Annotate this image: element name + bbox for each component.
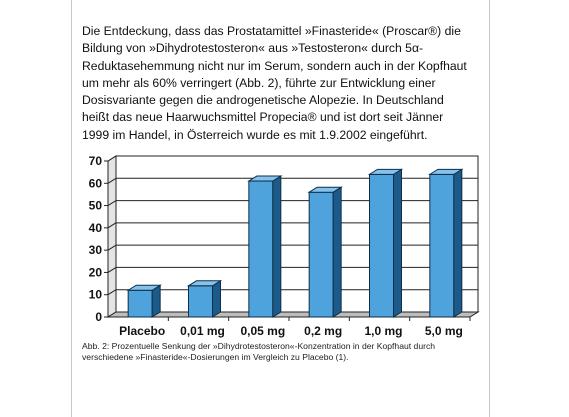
bar-front — [308, 191, 334, 318]
y-tick-label: 20 — [89, 265, 103, 279]
bar-front — [188, 285, 213, 318]
bar-side — [453, 168, 463, 318]
bar — [428, 168, 464, 318]
bar-front — [127, 289, 153, 318]
bar-side — [212, 279, 221, 318]
bar-top — [367, 168, 404, 175]
chart-gridline-side — [107, 155, 117, 162]
chart-gridline-side — [107, 244, 117, 251]
bar-side — [332, 186, 342, 318]
y-tick-label: 60 — [89, 176, 103, 190]
x-tick-label: 1,0 mg — [364, 324, 402, 338]
chart-labels: 0 10 20 30 40 50 60 70 Placebo 0,01 mg 0,05 mg 0,2 … — [89, 154, 463, 338]
figure-caption: Abb. 2: Prozentuelle Senkung der »Dihydr… — [82, 341, 436, 362]
bar-top — [428, 168, 464, 175]
bar-side — [272, 175, 282, 318]
y-tick-label: 30 — [89, 243, 103, 257]
x-tick-label: 5,0 mg — [425, 324, 463, 338]
bar-front — [248, 180, 274, 318]
chart-gridline-side — [107, 222, 117, 229]
chart-floor — [106, 311, 480, 318]
y-tick-label: 50 — [89, 199, 103, 213]
y-tick-label: 40 — [89, 221, 103, 235]
chart-side-wall — [107, 155, 117, 318]
bar-top — [307, 186, 343, 193]
bar-chart: 0 10 20 30 40 50 60 70 Placebo 0,01 mg 0,05 mg 0,2 … — [89, 154, 480, 338]
chart-gridline-side — [107, 200, 117, 206]
y-tick-label: 70 — [89, 154, 103, 168]
bar-front — [369, 173, 394, 318]
bar — [247, 175, 283, 318]
x-tick-label: Placebo — [119, 324, 165, 338]
x-tick-label: 0,05 mg — [240, 324, 285, 338]
bar — [126, 284, 162, 318]
bar-top — [247, 175, 283, 182]
bar — [186, 279, 223, 318]
y-tick-label: 0 — [95, 310, 102, 324]
bar — [367, 168, 404, 318]
bar-top — [186, 280, 223, 287]
chart-gridline-side — [107, 267, 117, 273]
x-tick-label: 0,2 mg — [304, 324, 342, 338]
chart-bars — [126, 168, 464, 318]
body-paragraph: Die Entdeckung, dass das Prostatamittel … — [82, 24, 467, 142]
chart-back-wall — [115, 155, 479, 313]
chart-gridline-side — [107, 177, 117, 184]
x-tick-label: 0,01 mg — [180, 324, 225, 338]
chart-gridline-side — [107, 289, 117, 296]
bar — [307, 186, 343, 318]
bar-front — [429, 173, 455, 318]
bar-side — [393, 168, 402, 318]
bar-top — [126, 284, 162, 291]
y-tick-label: 10 — [89, 288, 103, 302]
